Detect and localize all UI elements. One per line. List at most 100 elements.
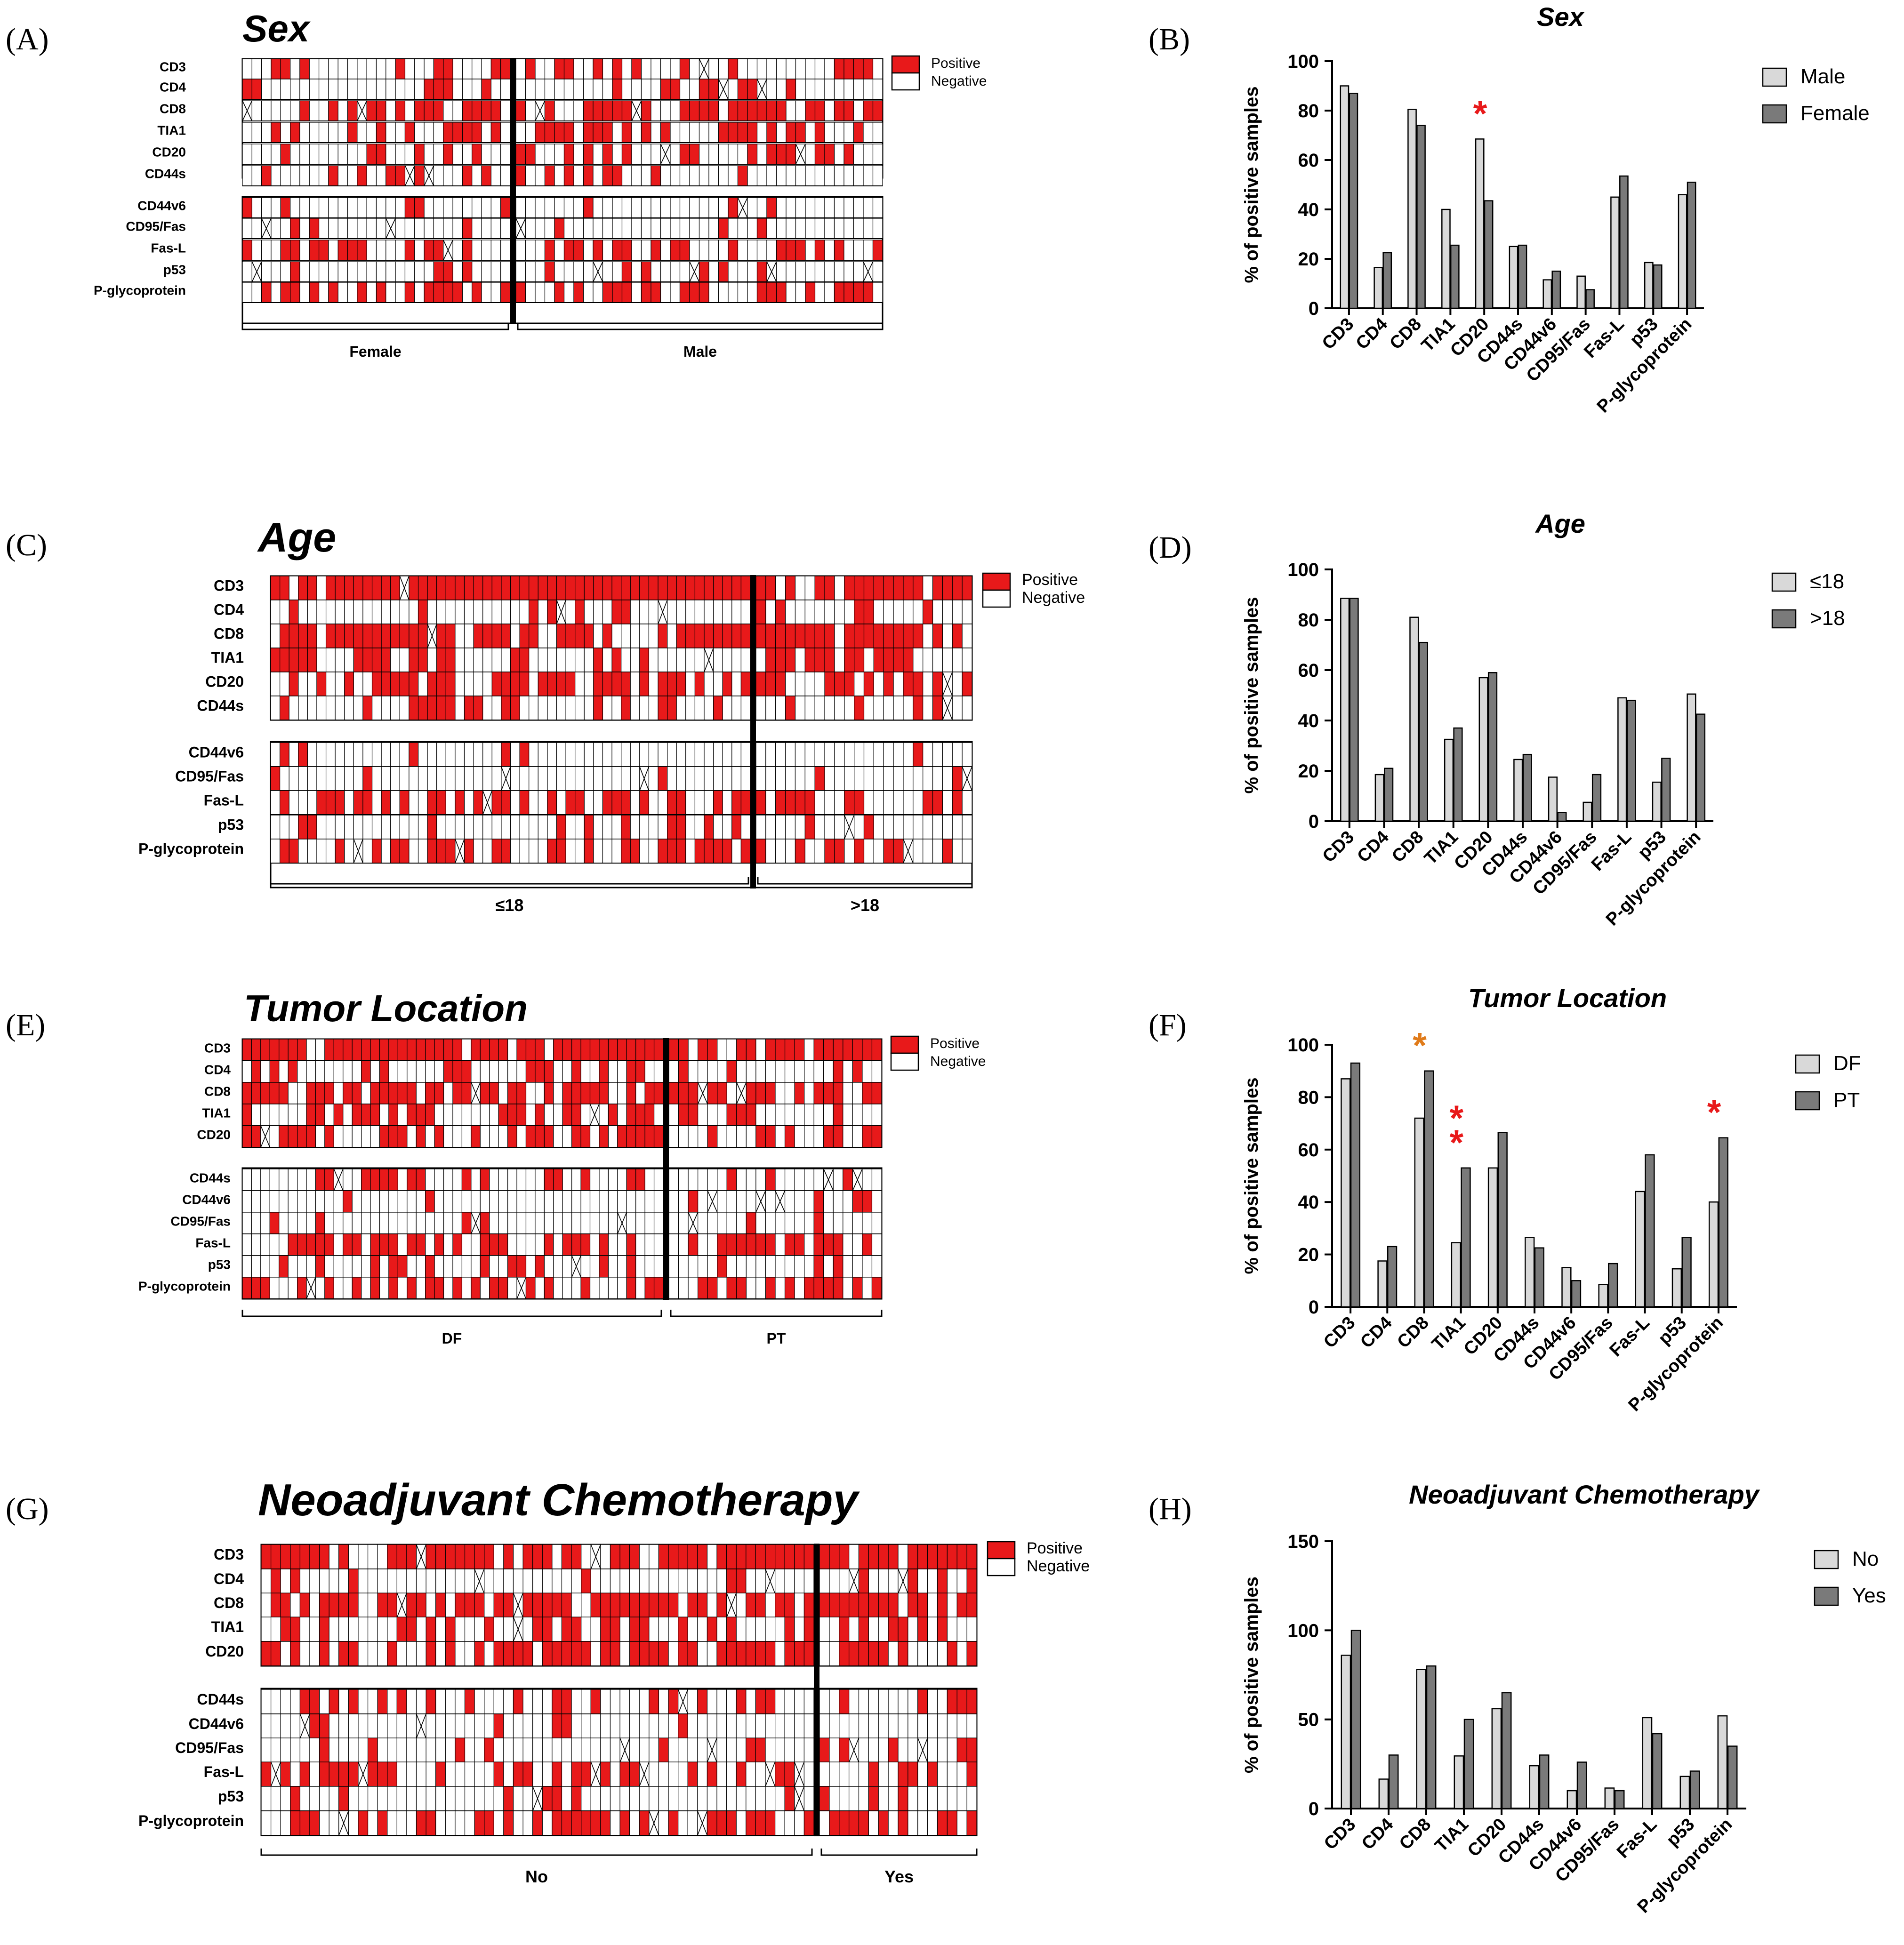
heatmap-cell (927, 1786, 938, 1811)
heatmap-cell (306, 1255, 316, 1278)
heatmap-cell (361, 1277, 371, 1299)
heatmap-cell (833, 1039, 844, 1061)
heatmap-cell (481, 240, 491, 261)
heatmap-cell (956, 1713, 967, 1739)
heatmap-cell (852, 1039, 863, 1061)
bar-DF (1414, 1117, 1424, 1308)
heatmap-cell (309, 1761, 320, 1787)
heatmap-cell (425, 1082, 435, 1105)
heatmap-cell (670, 165, 681, 186)
heatmap-cell (708, 144, 719, 165)
heatmap-cell (775, 1737, 785, 1763)
heatmap-cell (590, 1737, 601, 1763)
heatmap-cell (670, 100, 681, 121)
heatmap-cell (708, 58, 719, 80)
heatmap-cell (329, 1810, 339, 1836)
heatmap-cell (498, 1060, 508, 1083)
heatmap-cell (443, 261, 453, 282)
heatmap-cell (552, 1786, 562, 1811)
heatmap-cell (418, 576, 428, 600)
heatmap-cell (362, 839, 373, 864)
heatmap-cell (279, 1082, 289, 1105)
row-label: CD44v6 (182, 1193, 231, 1207)
heatmap-cell (853, 165, 864, 186)
heatmap-cell (443, 197, 453, 218)
heatmap-cell (426, 1569, 436, 1594)
heatmap-cell (775, 839, 786, 864)
heatmap-cell (513, 1569, 523, 1594)
heatmap-cell (794, 1233, 805, 1256)
heatmap-cell (593, 672, 603, 696)
heatmap-cell (390, 624, 400, 648)
heatmap-cell (872, 122, 883, 143)
heatmap-cell (731, 839, 742, 864)
heatmap-cell (279, 696, 289, 720)
heatmap-cell (455, 1786, 466, 1811)
heatmap-cell (352, 1212, 362, 1234)
heatmap-cell (658, 624, 668, 648)
heatmap-cell (482, 648, 492, 672)
heatmap-cell (464, 576, 474, 600)
heatmap-cell (544, 1255, 554, 1278)
heatmap-cell (461, 1277, 472, 1299)
heatmap-cell (947, 1689, 957, 1714)
heatmap-cell (535, 240, 546, 261)
heatmap-cell (687, 1544, 698, 1569)
heatmap-cell (726, 1277, 737, 1299)
heatmap-cell (443, 282, 453, 303)
bar->18 (1522, 753, 1532, 822)
heatmap-cell (544, 1060, 554, 1083)
heatmap-cell (962, 696, 972, 720)
heatmap-cell (445, 624, 456, 648)
heatmap-cell (434, 1039, 444, 1061)
legend-negative-swatch (987, 1558, 1016, 1577)
heatmap-cell (489, 1277, 499, 1299)
heatmap-cell (639, 672, 650, 696)
heatmap-cell (289, 600, 299, 624)
heatmap-cell (358, 1569, 369, 1594)
heatmap-cell (631, 261, 642, 282)
heatmap-cell (406, 1544, 417, 1569)
heatmap-cell (726, 1569, 737, 1594)
heatmap-cell (678, 1060, 689, 1083)
heatmap-cell (325, 672, 336, 696)
heatmap-cell (358, 1737, 369, 1763)
heatmap-cell (639, 696, 650, 720)
heatmap-cell (270, 1593, 281, 1618)
heatmap-cell (707, 1810, 717, 1836)
heatmap-cell (871, 1039, 882, 1061)
heatmap-cell (554, 144, 565, 165)
heatmap-cell (270, 839, 281, 864)
heatmap-cell (844, 79, 854, 100)
heatmap-cell (376, 122, 386, 143)
heatmap-cell (371, 696, 382, 720)
heatmap-cell (379, 1169, 389, 1191)
heatmap-cell (309, 197, 320, 218)
heatmap-cell (480, 1233, 490, 1256)
heatmap-cell (765, 1786, 776, 1811)
heatmap-cell (868, 1617, 879, 1642)
heatmap-cell (590, 1689, 601, 1714)
heatmap-cell (261, 1761, 272, 1787)
heatmap-cell (434, 1104, 444, 1126)
heatmap-cell (852, 1190, 863, 1213)
heatmap-cell (823, 1104, 834, 1126)
heatmap-cell (766, 122, 777, 143)
heatmap-cell (619, 1641, 630, 1666)
heatmap-cell (309, 1786, 320, 1811)
heatmap-cell (500, 79, 511, 100)
heatmap-cell (480, 1277, 490, 1299)
heatmap-cell (617, 1039, 627, 1061)
heatmap-cell (280, 122, 291, 143)
heatmap-cell (319, 1641, 329, 1666)
heatmap-cell (480, 1060, 490, 1083)
heatmap-cell (805, 100, 816, 121)
heatmap-cell (602, 79, 613, 100)
heatmap-cell (498, 1039, 508, 1061)
heatmap-cell (357, 197, 367, 218)
heatmap-cell (491, 624, 502, 648)
heatmap-cell (556, 815, 566, 840)
heatmap-cell (581, 1544, 591, 1569)
heatmap-cell (525, 1277, 536, 1299)
row-label: CD3 (214, 1546, 244, 1563)
